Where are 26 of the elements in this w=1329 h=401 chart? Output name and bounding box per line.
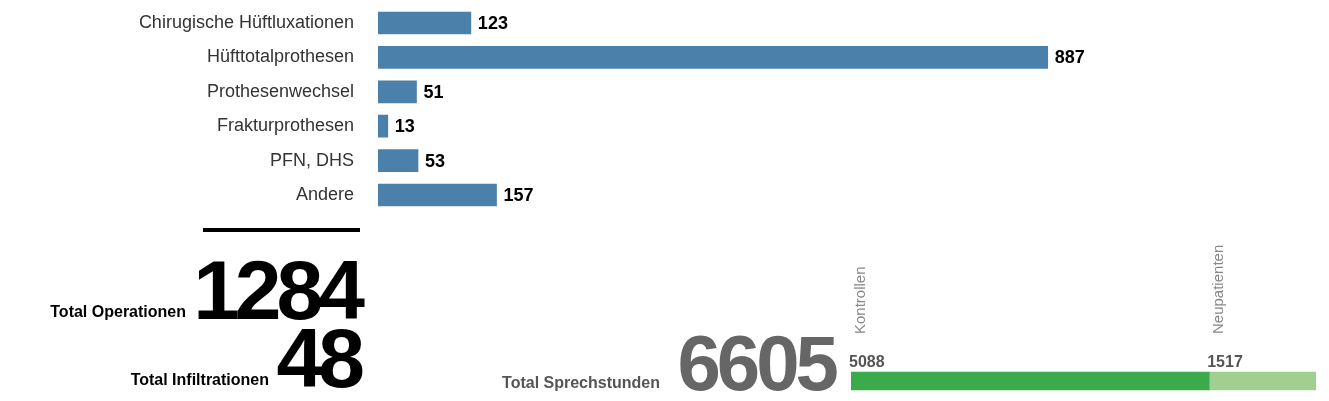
data-label: 13	[394, 116, 415, 137]
y-tick-label: Andere	[295, 183, 354, 204]
bar	[378, 11, 472, 35]
text: Kontrollen	[851, 266, 868, 334]
text: Total Sprechstunden	[502, 374, 660, 392]
data-label: 1517	[1207, 353, 1243, 370]
data-label: 51	[423, 81, 444, 102]
y-tick-label: Hüfttotalprothesen	[206, 46, 354, 67]
data-label: 157	[503, 184, 534, 205]
bar	[378, 183, 497, 207]
text: Total Infiltrationen	[130, 371, 269, 389]
y-tick-label: Chirugische Hüftluxationen	[138, 11, 354, 32]
text: Total Operationen	[50, 303, 186, 321]
data-label: 887	[1054, 47, 1085, 68]
y-tick-label: Frakturprothesen	[216, 115, 354, 136]
text: Neupatienten	[1209, 244, 1227, 334]
bar	[378, 149, 419, 172]
bar	[378, 80, 417, 104]
data-label: 123	[477, 12, 508, 33]
y-tick-label: Prothesenwechsel	[206, 80, 354, 101]
text: 6605	[677, 319, 835, 401]
data-label: 53	[425, 150, 446, 171]
bar	[378, 114, 389, 138]
y-tick-label: PFN, DHS	[269, 149, 354, 170]
bar	[378, 46, 1049, 69]
data-label: 5088	[849, 353, 885, 370]
